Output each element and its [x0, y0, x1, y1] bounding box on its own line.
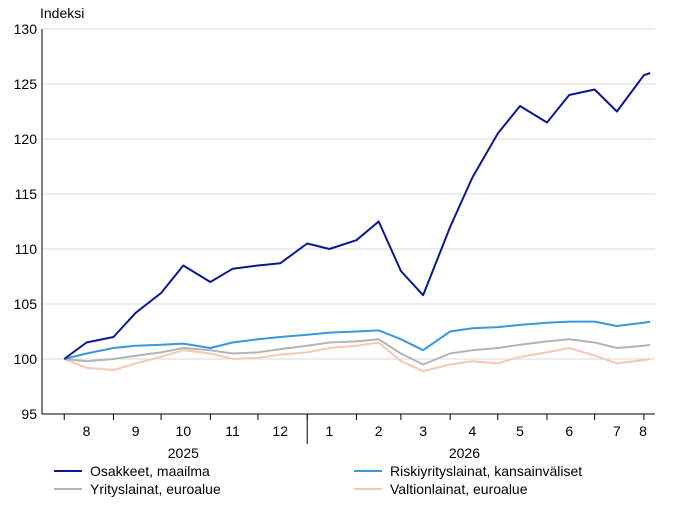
series-layer [63, 72, 651, 373]
x-tick-label: 8 [83, 423, 91, 439]
y-tick-label: 95 [21, 406, 37, 422]
y-axis-label: Indeksi [40, 5, 84, 21]
x-tick-label: 7 [613, 423, 621, 439]
legend-label: Yrityslainat, euroalue [90, 481, 221, 497]
x-tick-label: 1 [326, 423, 334, 439]
legend-item: Yrityslainat, euroalue [54, 480, 221, 498]
year-label: 2026 [449, 445, 480, 460]
y-tick-label: 130 [14, 21, 38, 37]
legend-label: Valtionlainat, euroalue [390, 481, 528, 497]
y-tick-label: 110 [15, 241, 38, 257]
y-tick-label: 125 [14, 76, 38, 92]
y-tick-label: 115 [15, 186, 38, 202]
legend-item: Valtionlainat, euroalue [354, 480, 528, 498]
x-tick-label: 11 [225, 423, 240, 439]
legend-swatch [54, 470, 82, 472]
x-tick-label: 2 [375, 423, 383, 439]
legend-swatch [354, 470, 382, 472]
legend-swatch [354, 488, 382, 490]
legend-swatch [54, 488, 82, 490]
legend-label: Osakkeet, maailma [90, 463, 210, 479]
y-tick-label: 105 [14, 296, 38, 312]
legend-item: Riskiyrityslainat, kansainväliset [354, 462, 582, 480]
y-tick-label: 100 [14, 351, 38, 367]
y-tick-label: 120 [14, 131, 38, 147]
year-label: 2025 [168, 445, 199, 460]
x-tick-label: 6 [565, 423, 573, 439]
series-line-2 [64, 338, 651, 366]
x-tick-label: 9 [132, 423, 140, 439]
x-tick-label: 3 [419, 423, 427, 439]
x-tick-label: 4 [468, 423, 476, 439]
x-tick-label: 5 [516, 423, 524, 439]
series-line-3 [63, 341, 651, 373]
x-tick-label: 12 [272, 423, 288, 439]
x-tick-label: 8 [639, 423, 647, 439]
series-line-0 [63, 72, 651, 360]
legend: Osakkeet, maailma Riskiyrityslainat, kans… [54, 462, 654, 502]
legend-item: Osakkeet, maailma [54, 462, 210, 480]
legend-label: Riskiyrityslainat, kansainväliset [390, 463, 583, 479]
x-tick-label: 10 [176, 423, 192, 439]
series-line-1 [63, 320, 651, 360]
grid [42, 28, 655, 415]
